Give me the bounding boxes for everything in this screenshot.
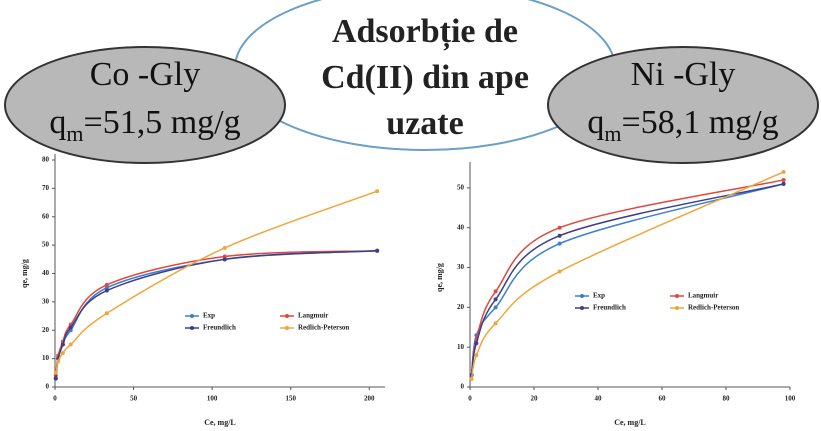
x-tick-label: 60 <box>659 395 667 403</box>
point <box>375 248 380 253</box>
sub: m <box>604 121 621 146</box>
legend-label: Freundlich <box>593 304 626 312</box>
point <box>493 321 498 326</box>
x-tick-label: 0 <box>53 395 57 403</box>
center-line: Cd(II) din ape <box>321 59 529 96</box>
y-tick-label: 20 <box>42 326 50 334</box>
point <box>557 233 562 238</box>
point <box>222 254 227 259</box>
series-line <box>470 171 784 380</box>
point <box>60 350 65 355</box>
right-q: qm=58,1 mg/g <box>587 104 778 146</box>
point <box>557 241 562 246</box>
legend-marker <box>675 294 679 298</box>
point <box>493 305 498 310</box>
right-ellipse <box>547 46 819 164</box>
series-line <box>470 183 784 376</box>
point <box>474 353 479 358</box>
x-axis-label: Ce, mg/L <box>614 418 646 427</box>
point <box>53 376 58 381</box>
center-line: uzate <box>386 105 463 142</box>
point <box>781 169 786 174</box>
value: =58,1 mg/g <box>622 104 779 141</box>
value: =51,5 mg/g <box>84 104 241 141</box>
sub: m <box>66 121 83 146</box>
point <box>781 181 786 186</box>
legend-label: Freundlich <box>203 324 236 332</box>
point <box>104 285 109 290</box>
legend-label: Redlich-Peterson <box>298 324 349 332</box>
legend-label: Redlich-Peterson <box>688 304 739 312</box>
point <box>60 342 65 347</box>
point <box>222 245 227 250</box>
series-line <box>470 179 784 376</box>
x-tick-label: 50 <box>130 395 138 403</box>
legend-label: Exp <box>593 292 605 300</box>
point <box>104 288 109 293</box>
y-tick-label: 60 <box>42 212 50 220</box>
legend-marker <box>190 326 194 330</box>
legend-marker <box>285 314 289 318</box>
point <box>104 282 109 287</box>
point <box>68 342 73 347</box>
legend-marker <box>675 306 679 310</box>
x-axis-label: Ce, mg/L <box>204 418 236 427</box>
y-tick-label: 40 <box>457 223 465 231</box>
x-tick-label: 100 <box>785 395 796 403</box>
point <box>375 189 380 194</box>
series-line <box>55 250 378 376</box>
legend-label: Langmuir <box>298 312 328 320</box>
y-tick-label: 30 <box>457 263 465 271</box>
point <box>53 370 58 375</box>
point <box>104 311 109 316</box>
q: q <box>587 104 604 141</box>
q: q <box>49 104 66 141</box>
center-line: Adsorbție de <box>332 13 518 51</box>
legend-marker <box>285 326 289 330</box>
x-tick-label: 150 <box>285 395 296 403</box>
y-tick-label: 20 <box>457 303 465 311</box>
legend-marker <box>190 314 194 318</box>
right-name: Ni -Gly <box>631 56 736 93</box>
legend-label: Exp <box>203 312 215 320</box>
legend-marker <box>580 294 584 298</box>
point <box>493 297 498 302</box>
x-tick-label: 20 <box>531 395 539 403</box>
y-tick-label: 30 <box>42 297 50 305</box>
y-axis-label: qe, mg/g <box>20 259 29 288</box>
legend-marker <box>580 306 584 310</box>
point <box>493 289 498 294</box>
y-axis-label: qe, mg/g <box>435 263 444 292</box>
y-tick-label: 0 <box>461 383 465 391</box>
point <box>557 269 562 274</box>
series-line <box>55 190 378 373</box>
point <box>68 325 73 330</box>
y-tick-label: 40 <box>42 269 50 277</box>
x-tick-label: 200 <box>364 395 375 403</box>
y-tick-label: 10 <box>457 343 465 351</box>
left-ellipse <box>4 46 286 164</box>
point <box>222 257 227 262</box>
x-tick-label: 40 <box>595 395 603 403</box>
point <box>557 225 562 230</box>
x-tick-label: 80 <box>723 395 731 403</box>
y-tick-label: 70 <box>42 184 50 192</box>
left-name: Co -Gly <box>90 56 201 93</box>
y-tick-label: 80 <box>42 156 50 164</box>
series-line <box>470 183 784 376</box>
y-tick-label: 50 <box>457 184 465 192</box>
x-tick-label: 0 <box>468 395 472 403</box>
left-q: qm=51,5 mg/g <box>49 104 240 146</box>
y-tick-label: 50 <box>42 241 50 249</box>
point <box>469 377 474 382</box>
y-tick-label: 10 <box>42 354 50 362</box>
point <box>56 359 61 364</box>
point <box>474 341 479 346</box>
legend-label: Langmuir <box>688 292 718 300</box>
x-tick-label: 100 <box>207 395 218 403</box>
point <box>781 177 786 182</box>
y-tick-label: 0 <box>46 383 50 391</box>
